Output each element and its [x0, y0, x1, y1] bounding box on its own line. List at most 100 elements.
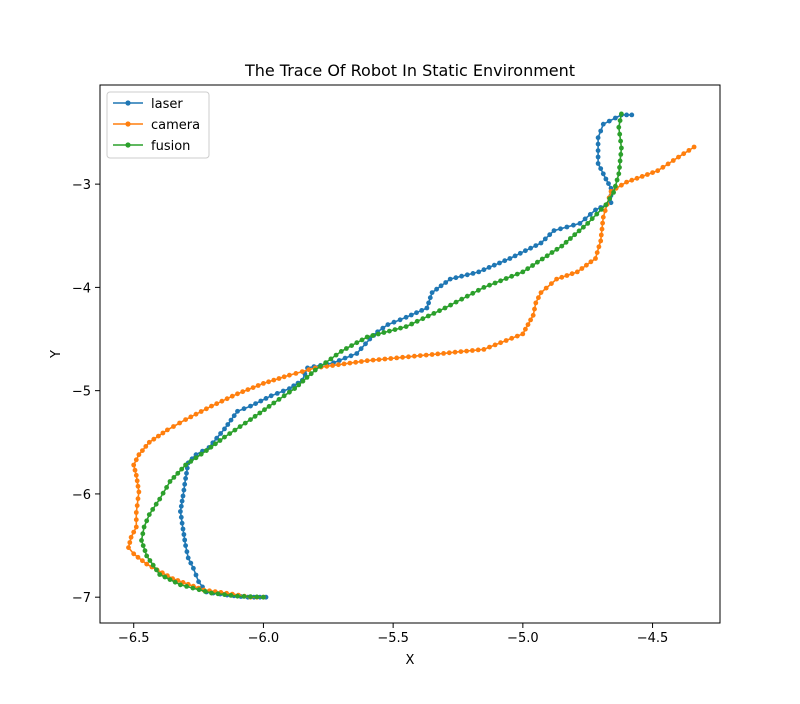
data-point-camera	[498, 340, 503, 346]
data-point-fusion	[193, 455, 199, 461]
data-point-laser	[193, 572, 199, 578]
data-point-fusion	[241, 594, 247, 599]
data-point-fusion	[308, 371, 314, 377]
legend-label: fusion	[151, 139, 190, 154]
data-point-fusion	[359, 337, 365, 343]
data-point-fusion	[409, 321, 415, 327]
data-point-camera	[133, 517, 139, 523]
data-point-camera	[559, 274, 565, 280]
data-point-fusion	[179, 466, 185, 472]
data-point-fusion	[559, 243, 565, 249]
data-point-laser	[354, 351, 360, 356]
data-point-fusion	[381, 330, 387, 335]
data-point-laser	[606, 118, 612, 124]
data-point-camera	[140, 558, 145, 564]
data-point-camera	[330, 363, 335, 368]
data-point-camera	[569, 271, 575, 277]
data-point-laser	[538, 240, 544, 246]
data-point-fusion	[594, 211, 600, 217]
data-point-camera	[599, 226, 605, 232]
data-point-camera	[281, 374, 287, 380]
data-point-fusion	[227, 431, 233, 436]
data-point-fusion	[453, 299, 459, 305]
data-point-fusion	[209, 590, 214, 596]
data-point-fusion	[617, 118, 623, 123]
data-point-laser	[603, 176, 609, 182]
data-point-laser	[183, 543, 189, 548]
data-point-camera	[255, 383, 261, 388]
data-point-fusion	[503, 276, 509, 281]
data-point-fusion	[141, 524, 147, 530]
data-point-fusion	[248, 594, 253, 600]
data-point-laser	[629, 112, 635, 118]
data-point-fusion	[154, 567, 159, 573]
data-point-camera	[388, 356, 394, 361]
data-point-laser	[397, 317, 403, 323]
data-point-fusion	[425, 313, 431, 319]
data-point-fusion	[287, 389, 292, 395]
data-point-camera	[126, 545, 131, 550]
data-point-camera	[536, 295, 541, 301]
data-point-fusion	[190, 585, 196, 591]
data-point-camera	[533, 300, 539, 306]
data-point-fusion	[252, 413, 258, 419]
data-point-laser	[181, 532, 187, 537]
data-point-fusion	[470, 290, 476, 296]
data-point-camera	[639, 174, 645, 179]
data-point-laser	[434, 286, 439, 292]
data-point-fusion	[172, 579, 178, 585]
data-point-fusion	[487, 282, 492, 288]
data-point-camera	[441, 351, 446, 356]
legend-label: laser	[151, 97, 183, 112]
data-point-laser	[491, 262, 497, 268]
data-point-laser	[481, 267, 487, 273]
data-point-fusion	[147, 558, 153, 563]
data-point-fusion	[213, 441, 218, 447]
legend-box	[106, 91, 210, 159]
data-point-laser	[179, 520, 185, 526]
data-point-laser	[253, 401, 258, 406]
data-point-camera	[324, 363, 330, 369]
data-point-fusion	[171, 475, 177, 480]
data-point-laser	[342, 355, 348, 361]
x-axis-label: X	[406, 653, 415, 668]
series-line-laser	[179, 114, 632, 599]
series-layer	[126, 111, 697, 600]
data-point-camera	[681, 151, 687, 157]
data-point-laser	[391, 319, 397, 325]
data-point-fusion	[442, 305, 448, 311]
legend-marker	[125, 100, 131, 106]
data-point-camera	[177, 420, 183, 426]
x-tick-label: −5.0	[507, 631, 539, 646]
data-point-camera	[520, 331, 526, 337]
data-point-laser	[593, 207, 598, 213]
data-point-camera	[382, 356, 388, 362]
legend-marker	[125, 121, 131, 127]
data-point-laser	[380, 325, 386, 331]
data-point-camera	[481, 347, 487, 352]
data-point-laser	[598, 128, 604, 134]
data-point-laser	[424, 305, 430, 311]
data-point-laser	[414, 310, 419, 316]
data-point-fusion	[420, 316, 426, 322]
data-point-laser	[178, 503, 184, 509]
data-point-camera	[204, 406, 209, 412]
data-point-fusion	[619, 111, 624, 117]
data-point-fusion	[222, 592, 227, 597]
data-point-laser	[551, 228, 557, 234]
data-point-camera	[475, 347, 481, 353]
data-point-camera	[240, 389, 246, 395]
data-point-camera	[435, 351, 441, 357]
data-point-fusion	[437, 308, 442, 314]
data-point-camera	[183, 417, 189, 422]
data-point-laser	[427, 295, 433, 301]
data-point-laser	[179, 498, 185, 504]
data-point-camera	[128, 534, 134, 540]
data-point-laser	[571, 222, 576, 228]
data-point-camera	[670, 158, 676, 163]
data-point-camera	[400, 354, 405, 360]
data-point-fusion	[398, 325, 403, 331]
data-point-laser	[507, 256, 513, 261]
data-point-laser	[595, 148, 601, 154]
